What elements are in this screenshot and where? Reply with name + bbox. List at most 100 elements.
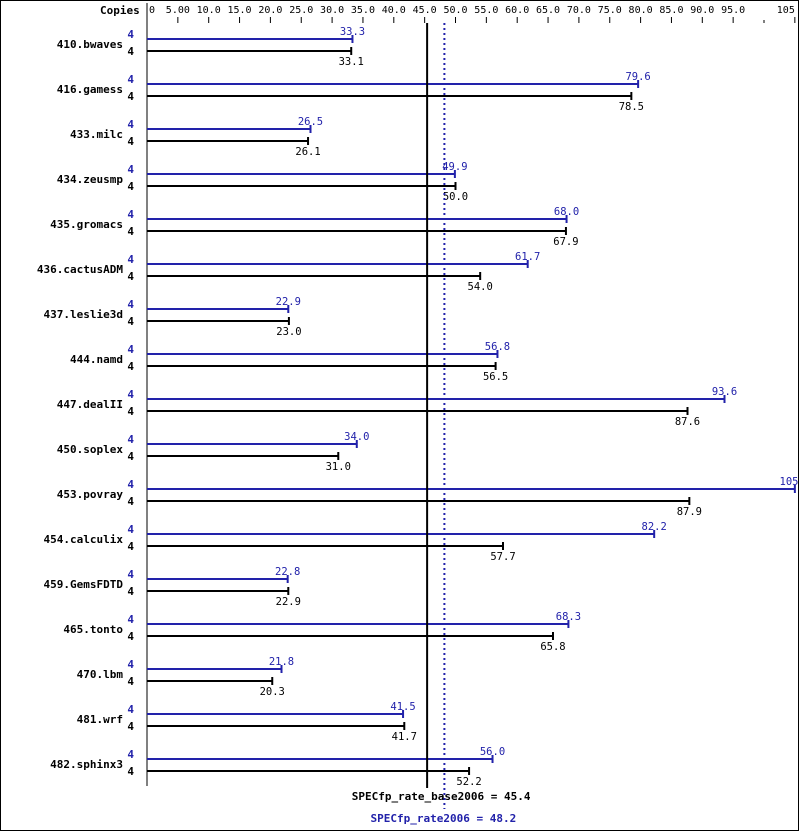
benchmark-label: 465.tonto <box>63 623 123 636</box>
benchmark-label: 434.zeusmp <box>57 173 124 186</box>
peak-value-label: 68.3 <box>556 611 581 623</box>
peak-value-label: 61.7 <box>515 251 540 263</box>
x-tick-label: 60.0 <box>505 5 529 16</box>
peak-reference-label: SPECfp_rate2006 = 48.2 <box>371 812 517 825</box>
copies-label: 4 <box>127 135 134 148</box>
copies-label: 4 <box>127 253 134 266</box>
x-tick-label: 15.0 <box>228 5 252 16</box>
benchmark-label: 410.bwaves <box>57 38 123 51</box>
peak-value-label: 49.9 <box>442 161 467 173</box>
base-value-label: 50.0 <box>443 191 468 203</box>
base-value-label: 56.5 <box>483 371 508 383</box>
peak-value-label: 56.8 <box>485 341 510 353</box>
copies-label: 4 <box>127 225 134 238</box>
benchmark-label: 437.leslie3d <box>44 308 123 321</box>
copies-label: 4 <box>127 433 134 446</box>
x-tick-label: 0 <box>149 5 155 16</box>
base-value-label: 41.7 <box>392 731 417 743</box>
x-tick-label: 80.0 <box>629 5 653 16</box>
x-tick-label: 45.0 <box>413 5 437 16</box>
benchmark-label: 482.sphinx3 <box>50 758 123 771</box>
copies-label: 4 <box>127 540 134 553</box>
x-tick-label: 30.0 <box>320 5 344 16</box>
peak-value-label: 41.5 <box>390 701 415 713</box>
base-value-label: 67.9 <box>553 236 578 248</box>
benchmark-label: 450.soplex <box>57 443 124 456</box>
base-value-label: 23.0 <box>276 326 301 338</box>
x-tick-label: 5.00 <box>166 5 190 16</box>
copies-label: 4 <box>127 90 134 103</box>
benchmark-label: 416.gamess <box>57 83 123 96</box>
copies-label: 4 <box>127 585 134 598</box>
benchmark-label: 435.gromacs <box>50 218 123 231</box>
x-tick-label: 25.0 <box>289 5 313 16</box>
x-tick-label: 55.0 <box>474 5 498 16</box>
x-tick-label: 50.0 <box>443 5 467 16</box>
copies-label: 4 <box>127 765 134 778</box>
x-tick-label: 70.0 <box>567 5 591 16</box>
header-label: Copies <box>100 4 140 17</box>
x-tick-label: 20.0 <box>258 5 282 16</box>
x-tick-label: 75.0 <box>598 5 622 16</box>
x-tick-label: 85.0 <box>659 5 683 16</box>
benchmark-label: 481.wrf <box>77 713 123 726</box>
base-value-label: 33.1 <box>339 56 364 68</box>
peak-value-label: 93.6 <box>712 386 737 398</box>
copies-label: 4 <box>127 405 134 418</box>
copies-label: 4 <box>127 343 134 356</box>
peak-value-label: 68.0 <box>554 206 579 218</box>
copies-label: 4 <box>127 703 134 716</box>
peak-value-label: 79.6 <box>625 71 650 83</box>
base-value-label: 20.3 <box>260 686 285 698</box>
peak-value-label: 22.8 <box>275 566 300 578</box>
benchmark-label: 470.lbm <box>77 668 124 681</box>
copies-label: 4 <box>127 613 134 626</box>
peak-value-label: 33.3 <box>340 26 365 38</box>
x-tick-label: 35.0 <box>351 5 375 16</box>
benchmark-label: 459.GemsFDTD <box>44 578 124 591</box>
benchmark-label: 454.calculix <box>44 533 124 546</box>
x-tick-label: 95.0 <box>721 5 745 16</box>
copies-label: 4 <box>127 360 134 373</box>
copies-label: 4 <box>127 658 134 671</box>
copies-label: 4 <box>127 720 134 733</box>
base-value-label: 22.9 <box>276 596 301 608</box>
benchmark-label: 447.dealII <box>57 398 123 411</box>
base-reference-label: SPECfp_rate_base2006 = 45.4 <box>352 790 531 803</box>
copies-label: 4 <box>127 675 134 688</box>
x-tick-label: 105 <box>777 5 795 16</box>
copies-label: 4 <box>127 270 134 283</box>
base-value-label: 87.9 <box>677 506 702 518</box>
copies-label: 4 <box>127 118 134 131</box>
base-value-label: 26.1 <box>295 146 320 158</box>
copies-label: 4 <box>127 180 134 193</box>
copies-label: 4 <box>127 208 134 221</box>
peak-value-label: 26.5 <box>298 116 323 128</box>
base-value-label: 65.8 <box>540 641 565 653</box>
copies-label: 4 <box>127 73 134 86</box>
copies-label: 4 <box>127 495 134 508</box>
benchmark-label: 436.cactusADM <box>37 263 123 276</box>
base-value-label: 52.2 <box>456 776 481 788</box>
copies-label: 4 <box>127 630 134 643</box>
base-value-label: 54.0 <box>468 281 493 293</box>
benchmark-label: 453.povray <box>57 488 124 501</box>
peak-value-label: 22.9 <box>276 296 301 308</box>
base-value-label: 87.6 <box>675 416 700 428</box>
x-tick-label: 65.0 <box>536 5 560 16</box>
base-value-label: 78.5 <box>619 101 644 113</box>
base-value-label: 31.0 <box>326 461 351 473</box>
copies-label: 4 <box>127 163 134 176</box>
peak-value-label: 82.2 <box>642 521 667 533</box>
copies-label: 4 <box>127 478 134 491</box>
x-tick-label: 10.0 <box>197 5 221 16</box>
peak-value-label: 21.8 <box>269 656 294 668</box>
peak-value-label: 34.0 <box>344 431 369 443</box>
x-tick-label: 90.0 <box>690 5 714 16</box>
peak-value-label: 105 <box>780 476 798 488</box>
copies-label: 4 <box>127 450 134 463</box>
copies-label: 4 <box>127 315 134 328</box>
copies-label: 4 <box>127 568 134 581</box>
peak-value-label: 56.0 <box>480 746 505 758</box>
